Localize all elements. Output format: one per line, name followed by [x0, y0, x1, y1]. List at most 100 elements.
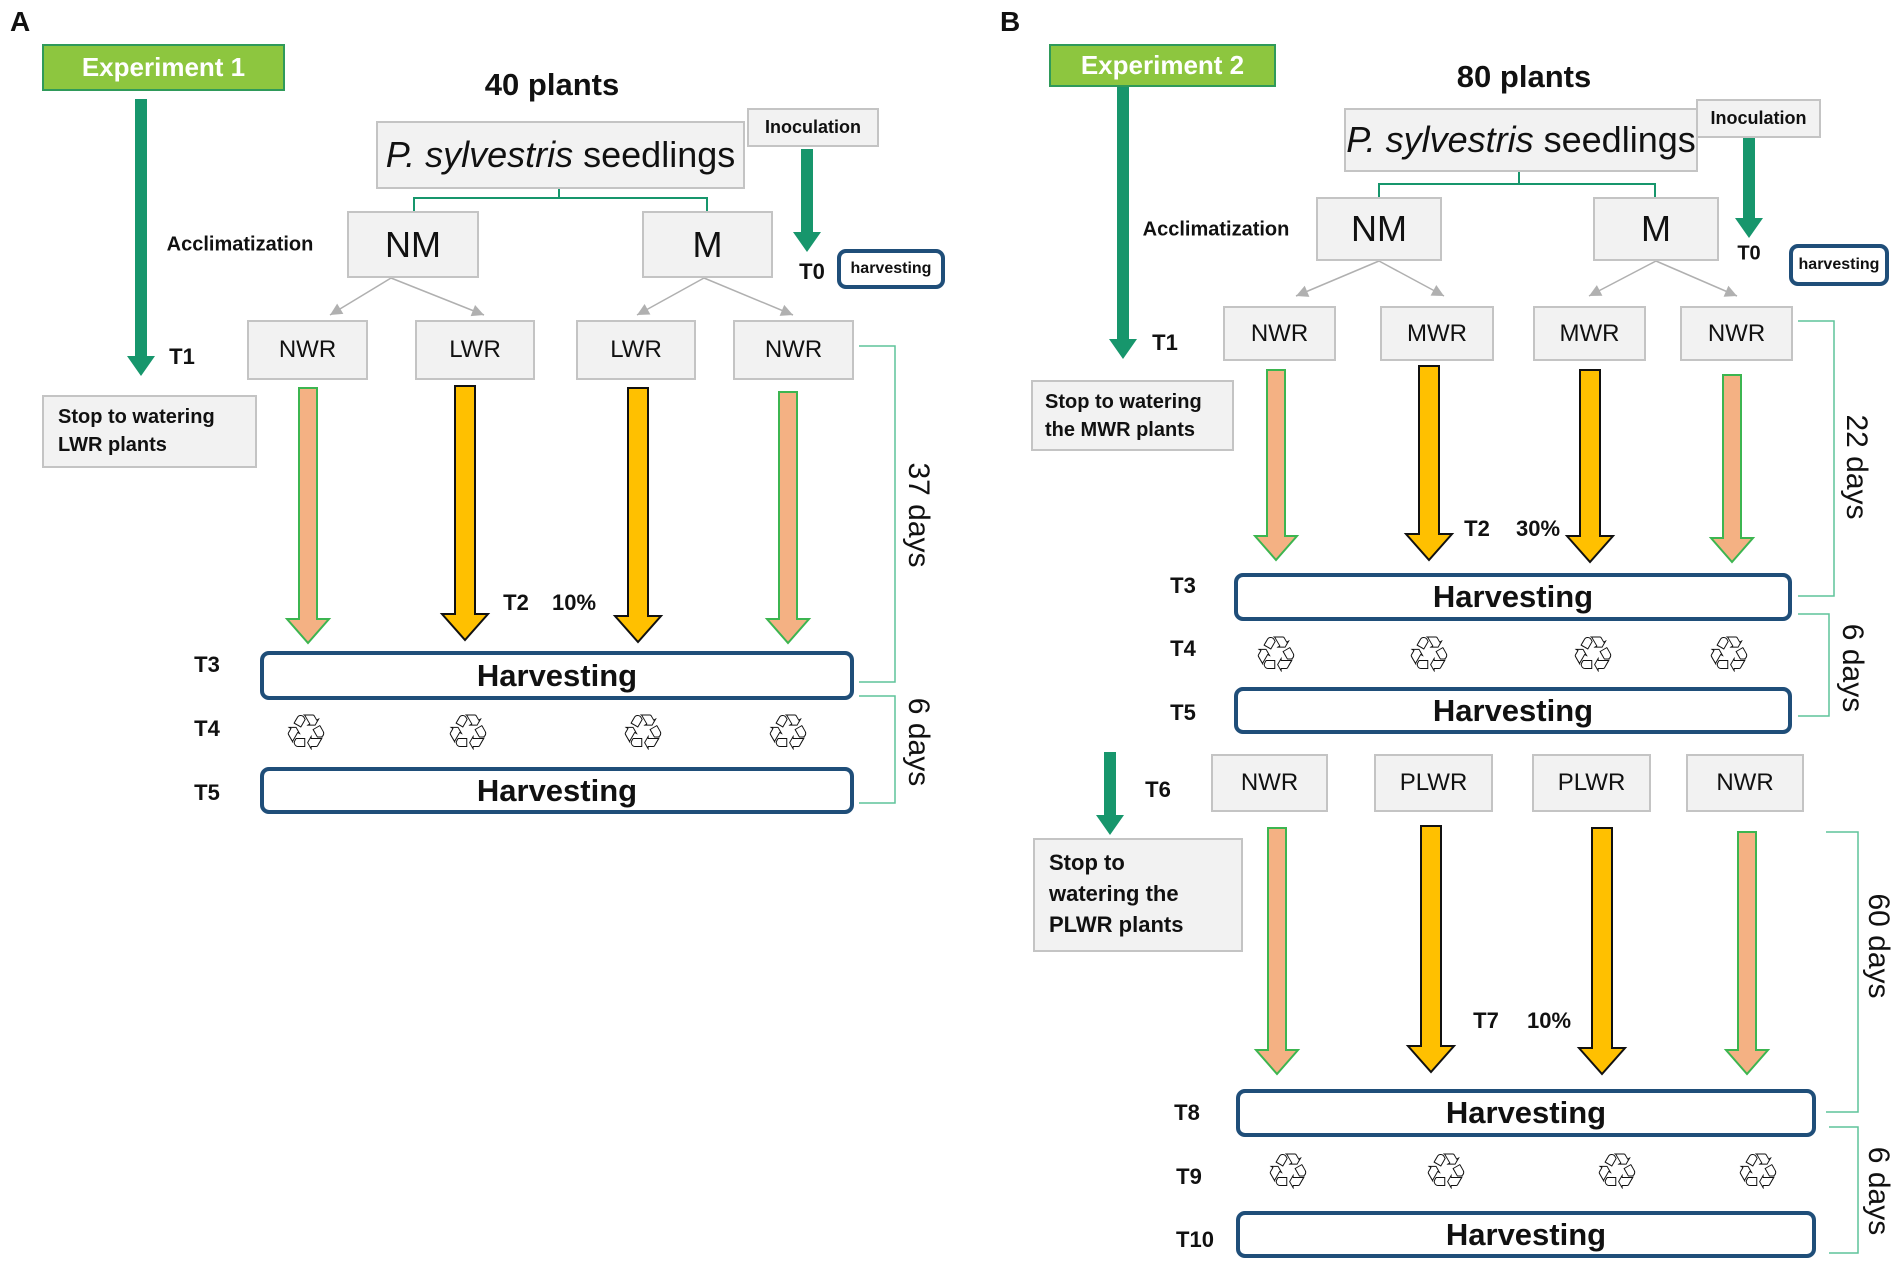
time-point-t2-b: T2	[1464, 516, 1490, 541]
water-restricted-arrow	[1564, 369, 1616, 564]
seedlings-box-a: P. sylvestris seedlings	[376, 121, 745, 189]
recycle-icon: ♲	[1594, 1143, 1640, 1201]
time-point-t6-b: T6	[1145, 777, 1171, 802]
treatment-box: NWR	[1680, 306, 1793, 361]
recycle-icon: ♲	[283, 704, 329, 762]
period-label: 22 days	[1840, 414, 1873, 520]
branch-line	[1378, 260, 1445, 297]
species-name: P. sylvestris	[385, 134, 574, 175]
recycle-icon: ♲	[1423, 1143, 1469, 1201]
time-point-t1-a: T1	[169, 344, 195, 369]
period-label: 37 days	[902, 462, 935, 568]
timeline-arrow	[1096, 752, 1124, 835]
recycle-icon: ♲	[1706, 626, 1752, 684]
well-watered-arrow	[284, 387, 332, 645]
nm-box-b: NM	[1316, 197, 1442, 261]
time-point-t8-b: T8	[1174, 1100, 1200, 1125]
branch-arrowhead-icon	[1589, 285, 1603, 296]
acclimatization-label-a: Acclimatization	[166, 233, 314, 256]
treatment-box: NWR	[1223, 306, 1336, 361]
inoculation-box-a: Inoculation	[747, 108, 879, 147]
time-point-t5-b: T5	[1170, 700, 1196, 725]
time-point-t2-a: T2	[503, 590, 529, 615]
period-bracket	[1798, 613, 1830, 717]
split-connector	[1378, 183, 1656, 197]
panel-b-letter: B	[1000, 6, 1021, 37]
branch-arrowhead-icon	[1430, 285, 1444, 296]
note-line: Stop to watering	[58, 406, 215, 428]
timeline-arrow	[1109, 87, 1137, 359]
period-label: 60 days	[1862, 893, 1895, 999]
branch-line	[1655, 260, 1738, 297]
recycle-icon: ♲	[1406, 626, 1452, 684]
harvesting-box-t3-a: Harvesting	[260, 651, 854, 700]
well-watered-arrow	[1252, 369, 1300, 562]
branch-arrowhead-icon	[1296, 285, 1310, 297]
branch-line	[703, 277, 794, 316]
period-label: 6 days	[1862, 1146, 1895, 1236]
recycle-icon: ♲	[620, 704, 666, 762]
treatment-box: PLWR	[1374, 754, 1493, 812]
stop-watering-note-b1: Stop to watering the MWR plants	[1031, 380, 1234, 451]
treatment-box: NWR	[247, 320, 368, 380]
treatment-box: LWR	[415, 320, 535, 380]
treatment-box: PLWR	[1532, 754, 1651, 812]
seedlings-box-b: P. sylvestris seedlings	[1344, 108, 1698, 172]
note-line: watering the	[1049, 880, 1179, 906]
harvesting-box-t3-b: Harvesting	[1234, 573, 1792, 621]
recycle-icon: ♲	[445, 704, 491, 762]
time-point-t0-a: T0	[799, 259, 825, 284]
plant-count-b: 80 plants	[1456, 59, 1592, 94]
period-bracket	[1826, 831, 1859, 1113]
time-point-t0-b: T0	[1737, 242, 1761, 265]
period-label: 6 days	[1836, 623, 1869, 713]
recycle-icon: ♲	[1735, 1143, 1781, 1201]
treatment-box: MWR	[1533, 306, 1646, 361]
time-point-t4-a: T4	[194, 716, 220, 741]
branch-arrowhead-icon	[330, 303, 344, 315]
note-line: Stop to watering	[1045, 391, 1202, 413]
branch-arrowhead-icon	[779, 304, 793, 316]
time-point-t9-b: T9	[1176, 1164, 1202, 1189]
treatment-box: NWR	[1686, 754, 1804, 812]
period-bracket	[1829, 1126, 1859, 1254]
period-label: 6 days	[902, 697, 935, 787]
seedlings-text: seedlings	[1533, 119, 1696, 160]
time-point-t7-b: T7	[1473, 1008, 1499, 1033]
t0-harvesting-box-b: harvesting	[1789, 244, 1889, 286]
well-watered-arrow	[1253, 827, 1301, 1076]
treatment-box: NWR	[1211, 754, 1328, 812]
treatment-box: LWR	[576, 320, 696, 380]
time-point-t4-b: T4	[1170, 636, 1196, 661]
m-box-b: M	[1593, 197, 1719, 261]
species-name: P. sylvestris	[1346, 119, 1534, 160]
harvesting-box-t5-b: Harvesting	[1234, 687, 1792, 734]
soil-water-percent-b2: 10%	[1526, 1008, 1572, 1033]
note-line: Stop to	[1049, 850, 1125, 875]
acclimatization-label-b: Acclimatization	[1142, 218, 1290, 241]
experiment-2-label: Experiment 2	[1049, 44, 1276, 87]
branch-line	[636, 277, 705, 316]
seedlings-text: seedlings	[573, 134, 736, 175]
timeline-arrow	[1735, 138, 1763, 238]
branch-line	[1295, 260, 1380, 297]
note-line: PLWR plants	[1049, 911, 1184, 937]
branch-arrowhead-icon	[470, 304, 484, 317]
panel-a-letter: A	[10, 6, 31, 37]
nm-box-a: NM	[347, 211, 479, 278]
recycle-icon: ♲	[1253, 626, 1299, 684]
harvesting-box-t5-a: Harvesting	[260, 767, 854, 814]
branch-line	[1588, 260, 1657, 297]
time-point-t10-b: T10	[1176, 1227, 1214, 1252]
treatment-box: MWR	[1380, 306, 1494, 361]
water-restricted-arrow	[1576, 827, 1628, 1076]
treatment-box: NWR	[733, 320, 854, 380]
split-connector	[413, 197, 708, 211]
well-watered-arrow	[764, 391, 812, 645]
branch-line	[390, 277, 485, 316]
recycle-icon: ♲	[1265, 1143, 1311, 1201]
recycle-icon: ♲	[1570, 626, 1616, 684]
water-restricted-arrow	[1405, 825, 1457, 1074]
